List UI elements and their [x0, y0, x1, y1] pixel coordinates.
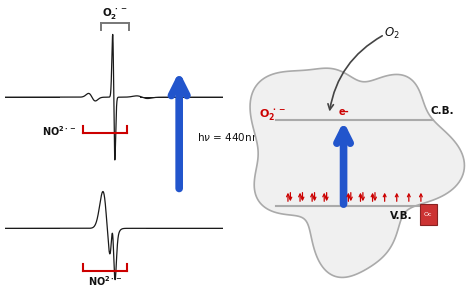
FancyBboxPatch shape — [419, 204, 437, 225]
Text: C.B.: C.B. — [430, 106, 454, 116]
Text: $\mathbf{NO^{2\bullet-}}$: $\mathbf{NO^{2\bullet-}}$ — [88, 274, 122, 288]
Text: $\mathbf{O_2^{\ \bullet-}}$: $\mathbf{O_2^{\ \bullet-}}$ — [102, 6, 128, 21]
Text: h$\nu$ = 440nm: h$\nu$ = 440nm — [197, 131, 262, 143]
Text: V.B.: V.B. — [390, 211, 413, 221]
Text: Oc: Oc — [424, 212, 432, 217]
Text: e-: e- — [338, 107, 349, 116]
Text: $O_2$: $O_2$ — [384, 26, 400, 41]
Text: $\mathbf{O_2^{\ \bullet-}}$: $\mathbf{O_2^{\ \bullet-}}$ — [259, 107, 286, 122]
Polygon shape — [250, 68, 465, 277]
Text: $\mathbf{NO^{2\bullet-}}$: $\mathbf{NO^{2\bullet-}}$ — [42, 124, 77, 138]
